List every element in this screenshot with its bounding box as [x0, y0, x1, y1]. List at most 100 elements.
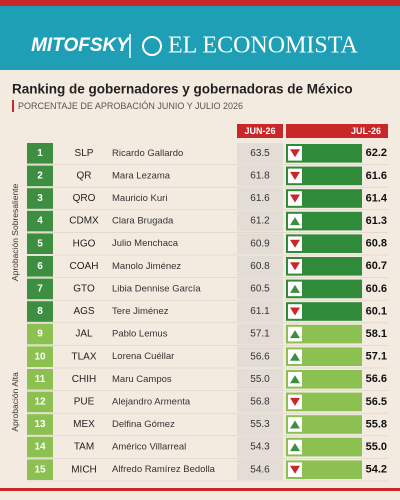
- governor: Ricardo Gallardo: [112, 148, 183, 159]
- governor: Manolo Jiménez: [112, 261, 181, 272]
- rank-cell: [27, 346, 53, 367]
- jul-bar: [286, 144, 362, 163]
- rank: 2: [37, 171, 43, 182]
- jul-bar: [286, 460, 362, 479]
- rank: 11: [35, 374, 46, 385]
- state: QRO: [73, 193, 96, 204]
- governor: Julio Menchaca: [112, 238, 179, 249]
- jun-cell: [237, 301, 283, 322]
- rank: 5: [37, 238, 43, 249]
- jun-value: 61.2: [250, 216, 270, 227]
- jul-value: 61.6: [366, 170, 387, 182]
- jul-bar: [286, 166, 362, 186]
- rank-cell: [27, 165, 53, 187]
- subtitle: PORCENTAJE DE APROBACIÓN JUNIO Y JULIO 2…: [18, 101, 243, 111]
- state: GTO: [73, 284, 95, 295]
- rank-cell: [27, 301, 53, 322]
- governor: Tere Jiménez: [112, 306, 169, 317]
- rank: 15: [34, 464, 46, 475]
- trend-up: [290, 443, 300, 452]
- rank-cell: [27, 414, 53, 435]
- jul-bar: [286, 347, 362, 366]
- jul-value: 62.2: [366, 147, 387, 159]
- subtitle-bar: [12, 100, 14, 112]
- state: AGS: [73, 306, 94, 317]
- jun-value: 55.3: [250, 419, 270, 430]
- state: TLAX: [71, 351, 96, 362]
- jun-value: 57.1: [250, 329, 270, 340]
- jun-value: 54.6: [250, 464, 270, 475]
- jun-value: 61.6: [250, 193, 270, 204]
- governor: Alejandro Armenta: [112, 396, 191, 407]
- rank: 6: [37, 261, 43, 272]
- jul-bar: [286, 234, 362, 253]
- jun-cell: [237, 210, 283, 232]
- governor: Lorena Cuéllar: [112, 351, 174, 362]
- jun-cell: [237, 436, 283, 458]
- jun-value: 63.5: [250, 148, 270, 159]
- rank-cell: [27, 369, 53, 390]
- governor: Mauricio Kuri: [112, 193, 167, 204]
- trend-down: [290, 307, 300, 316]
- rank: 4: [37, 216, 43, 227]
- state: SLP: [75, 148, 94, 159]
- jun-value: 55.0: [250, 374, 270, 385]
- state: QR: [77, 171, 92, 182]
- brand-left: MITOFSKY: [31, 35, 131, 56]
- governor: Clara Brugada: [112, 216, 174, 227]
- trend-down: [290, 239, 300, 248]
- jun-cell: [237, 391, 283, 413]
- jun-value: 56.6: [250, 351, 270, 362]
- rank: 1: [37, 148, 43, 159]
- jun-value: 60.8: [250, 261, 270, 272]
- jul-bar: [286, 415, 362, 434]
- rank-cell: [27, 278, 53, 300]
- trend-up: [290, 352, 300, 361]
- jul-value: 60.6: [366, 283, 387, 295]
- jun-cell: [237, 143, 283, 164]
- rank-cell: [27, 391, 53, 413]
- jun-value: 60.9: [250, 238, 270, 249]
- jul-value: 60.7: [366, 260, 387, 272]
- rank-cell: [27, 210, 53, 232]
- trend-down: [290, 149, 300, 158]
- jul-bar: [286, 189, 362, 208]
- governor: Libia Dennise García: [112, 283, 201, 294]
- trend-down: [290, 194, 300, 203]
- governor: Pablo Lemus: [112, 329, 168, 340]
- rank: 7: [37, 284, 43, 295]
- state: HGO: [73, 238, 96, 249]
- trend-down: [290, 171, 300, 180]
- rank-cell: [27, 188, 53, 209]
- trend-up: [290, 375, 300, 384]
- state: PUE: [74, 397, 95, 408]
- jun-value: 56.8: [250, 397, 270, 408]
- jun-cell: [237, 346, 283, 367]
- rank-cell: [27, 233, 53, 254]
- logo-icon: [142, 36, 162, 56]
- jun-cell: [237, 188, 283, 209]
- jul-bar: [286, 211, 362, 231]
- jul-value: 58.1: [366, 328, 387, 340]
- state: MICH: [71, 464, 97, 475]
- trend-down: [290, 262, 300, 271]
- jun-cell: [237, 414, 283, 435]
- trend-up: [290, 284, 300, 293]
- jul-value: 55.8: [366, 418, 387, 430]
- jul-value: 57.1: [366, 351, 387, 363]
- rank-cell: [27, 436, 53, 458]
- trend-up: [290, 330, 300, 339]
- jul-bar: [286, 370, 362, 389]
- jul-bar: [286, 437, 362, 457]
- jun-cell: [237, 233, 283, 254]
- trend-down: [290, 397, 300, 406]
- trend-up: [290, 420, 300, 429]
- state: COAH: [70, 261, 99, 272]
- governor: Alfredo Ramírez Bedolla: [112, 464, 216, 475]
- title: Ranking de gobernadores y gobernadoras d…: [12, 82, 353, 97]
- state: TAM: [74, 442, 94, 453]
- jun-value: 54.3: [250, 442, 270, 453]
- rank: 9: [37, 329, 43, 340]
- jul-value: 56.5: [366, 396, 387, 408]
- group-label: Aprobación Sobresaliente: [10, 183, 20, 281]
